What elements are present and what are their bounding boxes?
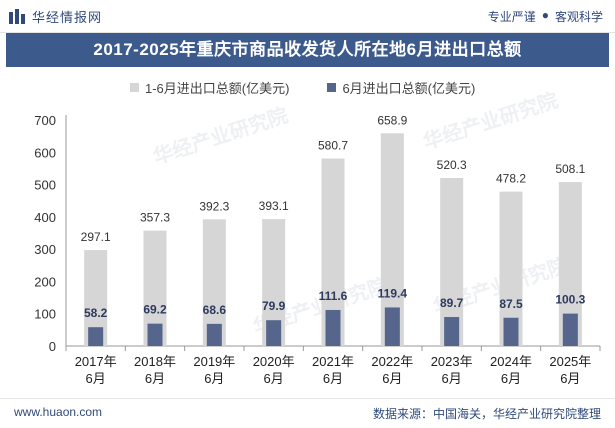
x-tick-label: 2022年	[371, 354, 413, 369]
data-label-total: 357.3	[140, 211, 170, 225]
x-tick-label: 2018年	[134, 354, 176, 369]
y-tick-label: 400	[34, 210, 56, 225]
data-label-june: 58.2	[84, 306, 108, 320]
x-tick-label: 6月	[204, 371, 224, 386]
bar-june	[325, 309, 341, 346]
footer-source: 数据来源：中国海关，华经产业研究院整理	[372, 407, 601, 421]
x-tick-label: 2019年	[193, 354, 235, 369]
bar-june	[206, 323, 222, 346]
bar-chart: 0 100 200 300 400 500 600 700 297.1 58.2 2017年 6月 35…	[34, 113, 601, 386]
bullet-dot-icon: ●	[541, 8, 549, 22]
legend-label-total: 1-6月进出口总额(亿美元)	[145, 81, 290, 96]
footer: www.huaon.com 数据来源：中国海关，华经产业研究院整理	[0, 398, 615, 428]
bar-june	[266, 320, 282, 346]
y-tick-label: 200	[34, 274, 56, 289]
x-tick-label: 6月	[382, 371, 402, 386]
footer-site-link[interactable]: www.huaon.com	[14, 405, 103, 419]
data-label-june: 100.3	[555, 293, 585, 307]
x-tick-label: 2017年	[75, 354, 117, 369]
bar-june	[384, 307, 400, 346]
bar-june	[88, 327, 104, 346]
bar-total	[321, 158, 345, 346]
y-tick-label: 600	[34, 145, 56, 160]
data-label-total: 478.2	[496, 172, 526, 186]
bar-june	[444, 317, 460, 346]
bar-june	[562, 313, 578, 346]
y-tick-label: 700	[34, 113, 56, 128]
bar-total	[380, 133, 404, 346]
chart-title: 2017-2025年重庆市商品收发货人所在地6月进出口总额	[6, 33, 609, 67]
bar-total	[84, 250, 108, 346]
bar-total	[440, 178, 464, 346]
x-tick-label: 6月	[145, 371, 165, 386]
data-label-june: 69.2	[143, 303, 167, 317]
data-label-june: 79.9	[262, 299, 286, 313]
data-label-total: 580.7	[318, 139, 348, 153]
bar-total	[202, 219, 226, 346]
legend-item-total: 1-6月进出口总额(亿美元)	[130, 78, 289, 97]
data-label-june: 87.5	[499, 297, 523, 311]
x-tick-label: 6月	[560, 371, 580, 386]
x-tick-label: 6月	[264, 371, 284, 386]
bar-june	[147, 323, 163, 346]
bar-june	[503, 317, 519, 346]
y-tick-label: 100	[34, 307, 56, 322]
data-label-june: 119.4	[378, 286, 408, 300]
x-tick-label: 2021年	[312, 354, 354, 369]
brand[interactable]: 华经情报网	[8, 7, 102, 26]
bar-total	[262, 219, 286, 346]
data-label-total: 392.3	[199, 199, 229, 213]
legend-item-june: 6月进出口总额(亿美元)	[327, 78, 475, 97]
legend-swatch-june	[327, 83, 337, 92]
bar-total	[143, 230, 167, 346]
x-tick-label: 6月	[442, 371, 462, 386]
data-label-total: 508.1	[555, 162, 585, 176]
chart-legend: 1-6月进出口总额(亿美元) 6月进出口总额(亿美元)	[130, 78, 475, 97]
slogan-right: 客观科学	[554, 10, 603, 24]
data-label-june: 68.6	[203, 303, 227, 317]
y-tick-label: 500	[34, 178, 56, 193]
top-bar: 华经情报网 专业严谨 ● 客观科学	[0, 0, 615, 33]
x-tick-label: 6月	[501, 371, 521, 386]
data-label-june: 89.7	[440, 296, 464, 310]
x-tick-label: 2024年	[490, 354, 532, 369]
data-label-total: 393.1	[259, 199, 289, 213]
bar-total	[499, 191, 523, 346]
x-tick-label: 2025年	[549, 354, 591, 369]
data-label-total: 520.3	[437, 158, 467, 172]
x-tick-label: 2020年	[253, 354, 295, 369]
bar-total	[558, 181, 582, 346]
y-tick-label: 300	[34, 242, 56, 257]
data-label-june: 111.6	[319, 289, 348, 303]
data-label-total: 297.1	[81, 230, 111, 244]
legend-label-june: 6月进出口总额(亿美元)	[342, 81, 476, 96]
slogan-left: 专业严谨	[487, 10, 536, 24]
x-tick-label: 6月	[323, 371, 343, 386]
data-label-total: 658.9	[377, 113, 407, 127]
legend-swatch-total	[130, 83, 139, 92]
y-tick-label: 0	[49, 339, 56, 354]
x-tick-label: 6月	[86, 371, 106, 386]
brand-name: 华经情报网	[32, 10, 103, 25]
brand-logo-icon	[9, 8, 25, 24]
x-tick-label: 2023年	[431, 354, 473, 369]
slogan: 专业严谨 ● 客观科学	[488, 8, 603, 25]
